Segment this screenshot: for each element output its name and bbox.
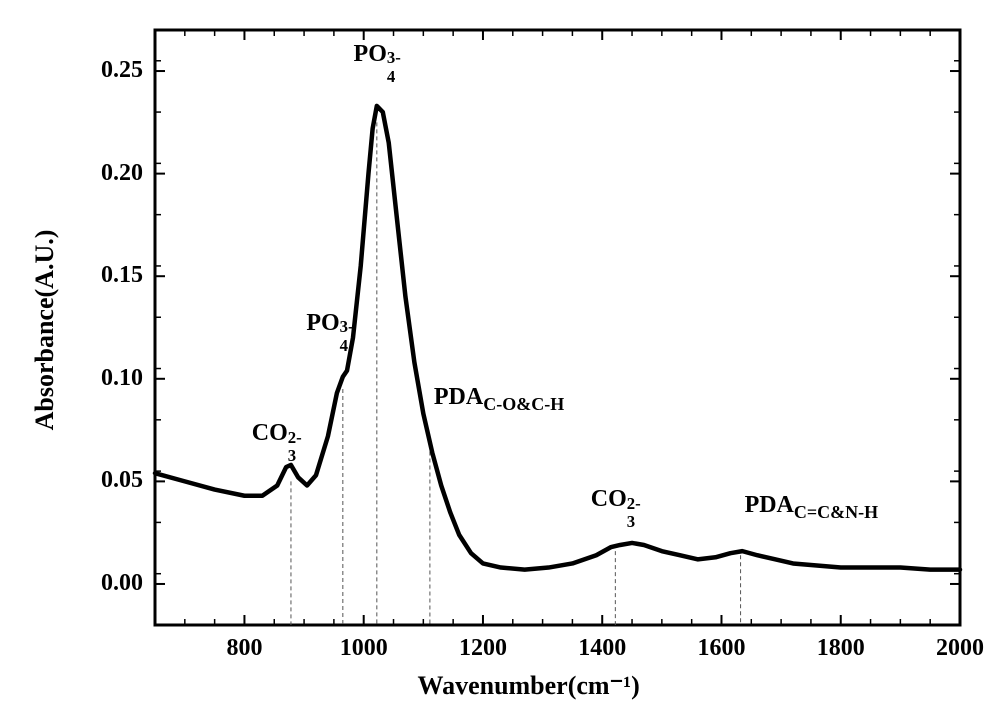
y-axis-label: Absorbance(A.U.) (30, 220, 60, 440)
y-tick-label: 0.10 (101, 365, 143, 392)
x-tick-label: 1000 (334, 635, 394, 662)
x-tick-label: 1600 (691, 635, 751, 662)
x-tick-label: 1400 (572, 635, 632, 662)
peak-label: CO2-3 (191, 420, 301, 447)
peak-label: PO3-4 (317, 41, 437, 68)
y-tick-label: 0.05 (101, 467, 143, 494)
peak-label: PDAC=C&N-H (745, 492, 879, 519)
y-tick-label: 0.20 (101, 160, 143, 187)
x-tick-label: 1800 (811, 635, 871, 662)
peak-label: PDAC-O&C-H (434, 384, 564, 411)
chart-container: Wavenumber(cm⁻¹) Absorbance(A.U.) 800 100… (0, 0, 1000, 725)
x-axis-label: Wavenumber(cm⁻¹) (418, 671, 640, 701)
peak-label: PO3-4 (243, 310, 353, 337)
x-tick-label: 800 (214, 635, 274, 662)
y-tick-label: 0.00 (101, 570, 143, 597)
peak-label: CO2-3 (555, 486, 675, 513)
x-tick-label: 2000 (930, 635, 990, 662)
chart-svg (0, 0, 1000, 725)
y-tick-label: 0.25 (101, 57, 143, 84)
y-tick-label: 0.15 (101, 262, 143, 289)
x-tick-label: 1200 (453, 635, 513, 662)
